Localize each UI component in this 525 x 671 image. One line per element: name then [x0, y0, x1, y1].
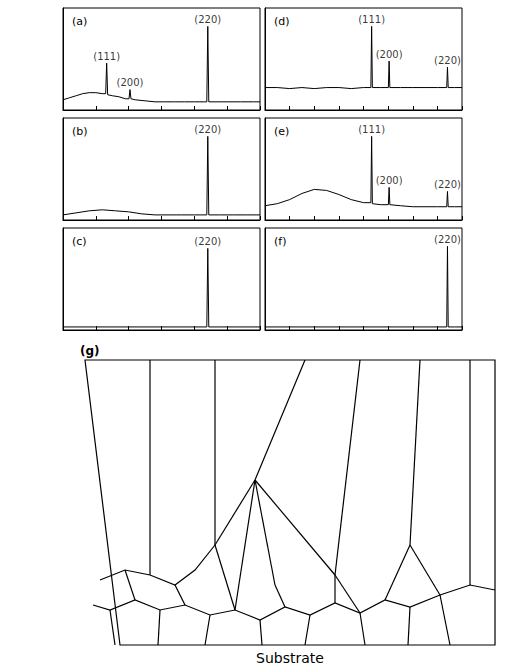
svg-text:(220): (220) [194, 124, 221, 135]
svg-text:(b): (b) [72, 125, 88, 138]
svg-text:(220): (220) [434, 179, 461, 190]
svg-text:(220): (220) [434, 234, 461, 245]
svg-text:(a): (a) [72, 15, 87, 28]
svg-text:(200): (200) [376, 175, 403, 186]
svg-text:(f): (f) [274, 235, 286, 248]
svg-text:(c): (c) [72, 235, 87, 248]
svg-text:(111): (111) [358, 124, 385, 135]
svg-text:(e): (e) [274, 125, 289, 138]
svg-text:(220): (220) [194, 236, 221, 247]
svg-text:(g): (g) [80, 345, 100, 358]
svg-text:(111): (111) [93, 51, 120, 62]
svg-text:(200): (200) [117, 77, 144, 88]
svg-text:(200): (200) [376, 49, 403, 60]
svg-text:Substrate: Substrate [256, 650, 324, 666]
svg-text:(111): (111) [358, 14, 385, 25]
svg-text:(220): (220) [194, 14, 221, 25]
svg-text:(d): (d) [274, 15, 290, 28]
svg-text:(220): (220) [434, 55, 461, 66]
